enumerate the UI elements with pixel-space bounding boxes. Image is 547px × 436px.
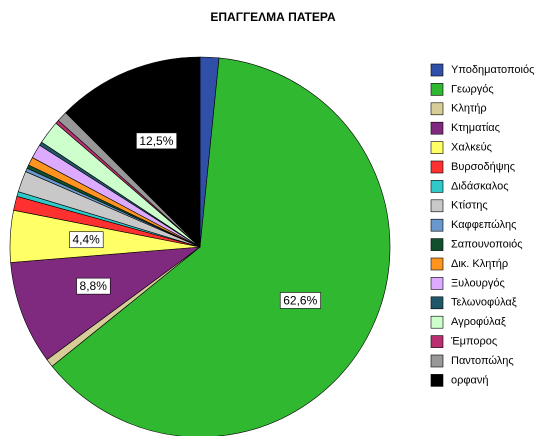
legend-swatch [430,277,444,290]
legend-label: Κτίστης [451,200,488,212]
legend-swatch [430,63,444,77]
legend-label: Βυρσοδήψης [451,161,515,173]
data-label: 12,5% [139,134,173,148]
pie-slice [65,56,201,248]
legend-swatch [430,315,444,329]
legend-label: Δικ. Κλητήρ [451,258,508,270]
legend-swatch [430,199,444,213]
legend-swatch [430,102,444,116]
legend-label: Αγροφύλαξ [451,316,506,328]
legend-swatch [430,121,444,135]
legend-swatch [430,354,444,368]
legend-label: Ξυλουργός [451,277,505,289]
pie-slice [51,57,391,436]
legend-label: Παντοπώλης [451,355,514,367]
legend-label: Διδάσκαλος [451,180,509,192]
data-label-box [76,277,111,295]
legend-swatch [430,238,444,251]
data-label: 8,8% [80,279,108,293]
legend-label: ορφανή [451,374,489,386]
data-label: 4,4% [73,233,101,247]
legend-label: Σαπουνοποιός [451,239,523,251]
legend-swatch [430,83,444,96]
chart-title: ΕΠΑΓΓΕΛΜΑ ΠΑΤΕΡΑ [210,10,336,24]
data-label-box [69,231,104,249]
legend-swatch [430,335,444,348]
legend-label: Χαλκεύς [451,142,492,154]
legend-label: Καφφεπώλης [451,219,516,231]
data-label: 62,6% [283,293,317,307]
data-label-box [136,132,178,150]
legend-label: Τελωνοφύλαξ [451,297,517,309]
legend-swatch [430,218,444,232]
legend-swatch [430,180,444,193]
legend-label: Έμπορος [450,336,497,348]
legend-swatch [430,257,444,271]
legend-label: Κτηματίας [451,122,500,134]
legend-swatch [430,374,444,387]
pie-slice [10,246,202,361]
legend-label: Κλητήρ [451,103,487,115]
legend-swatch [430,160,444,174]
legend-swatch [430,296,444,310]
legend-label: Γεωργός [451,83,494,95]
legend-swatch [430,141,444,154]
data-label-box [279,292,321,309]
legend-label: Υποδηματοποιός [451,64,534,76]
